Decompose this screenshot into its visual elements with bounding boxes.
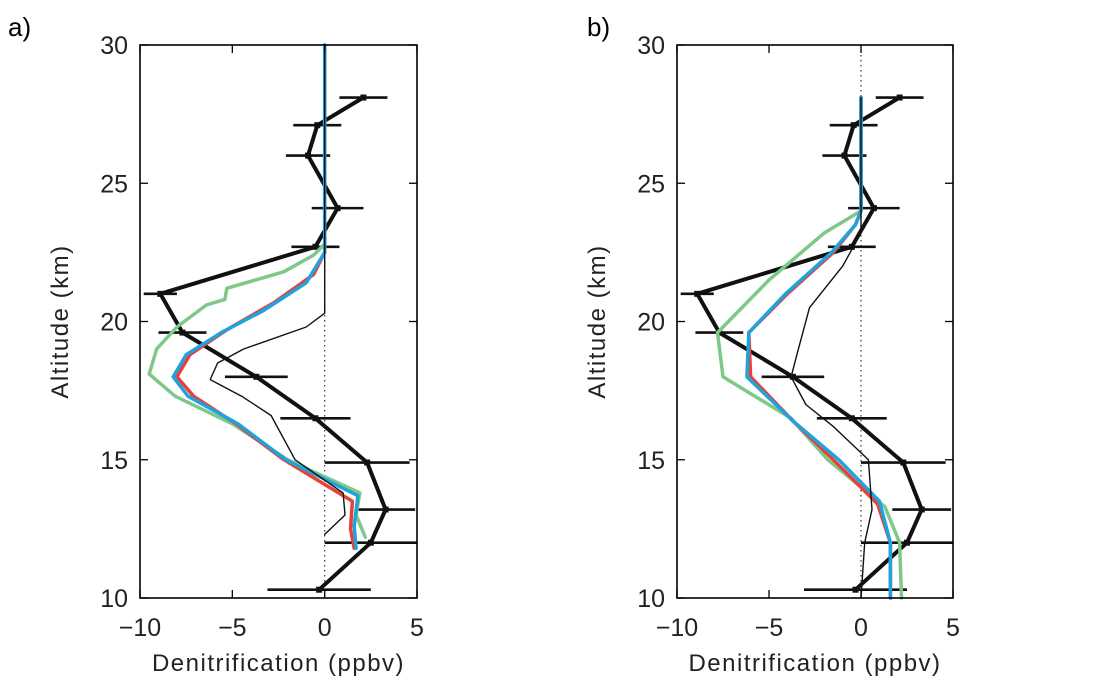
panel-b-x-tick-label: 0 bbox=[854, 614, 868, 642]
panel-a-data-point bbox=[364, 459, 371, 466]
panel-a-label: a) bbox=[8, 12, 32, 42]
panel-a-data-point bbox=[179, 329, 186, 336]
panel-a-data-point bbox=[367, 539, 374, 546]
panel-b-data-point bbox=[918, 506, 925, 513]
panel-b-plot-frame bbox=[676, 44, 954, 599]
panel-b-data-point bbox=[852, 586, 859, 593]
panel-a-data-point bbox=[382, 506, 389, 513]
panel-b-y-axis-title: Altitude (km) bbox=[584, 244, 611, 398]
panel-b-y-tick-label: 10 bbox=[637, 585, 665, 613]
panel-b-label: b) bbox=[587, 12, 611, 42]
panel-a-y-tick-label: 20 bbox=[100, 309, 128, 337]
panel-b-data-point bbox=[841, 152, 848, 159]
panel-b-y-tick-label: 15 bbox=[637, 447, 665, 475]
panel-b-x-axis-title: Denitrification (ppbv) bbox=[688, 650, 941, 677]
panel-a-data-point bbox=[253, 373, 260, 380]
panel-a-x-tick-label: 5 bbox=[410, 614, 424, 642]
panel-a-x-tick-label: 0 bbox=[318, 614, 332, 642]
panel-b-data-point bbox=[694, 290, 701, 297]
panel-a-y-tick-label: 25 bbox=[100, 170, 128, 198]
panel-a-data-point bbox=[157, 290, 164, 297]
panel-a-x-axis-title: Denitrification (ppbv) bbox=[152, 650, 405, 677]
panel-b-data-point bbox=[789, 373, 796, 380]
panel-a-x-tick-label: −5 bbox=[218, 614, 247, 642]
panel-a-y-tick-label: 10 bbox=[100, 585, 128, 613]
panel-b-data-point bbox=[848, 415, 855, 422]
panel-b-x-tick-label: −5 bbox=[755, 614, 784, 642]
panel-b-data-point bbox=[904, 539, 910, 546]
panel-a-data-point bbox=[314, 122, 321, 129]
panel-a-data-point bbox=[305, 152, 312, 159]
panel-b-x-tick-label: 5 bbox=[946, 614, 960, 642]
panel-a-data-point bbox=[334, 205, 341, 212]
panel-a-y-axis-title: Altitude (km) bbox=[47, 244, 74, 398]
panel-b-series-4-line bbox=[790, 96, 873, 599]
panel-a-data-point bbox=[316, 586, 323, 593]
panel-a-data-point bbox=[312, 243, 319, 250]
panel-a-series-4-line bbox=[209, 44, 346, 536]
panel-b-data-point bbox=[896, 94, 903, 101]
panel-b-data-point bbox=[848, 243, 855, 250]
panel-a-y-tick-label: 30 bbox=[100, 32, 128, 60]
panel-a-y-tick-label: 15 bbox=[100, 447, 128, 475]
panel-a-data-point bbox=[312, 415, 319, 422]
panel-a-x-tick-label: −10 bbox=[119, 614, 161, 642]
panel-b-y-tick-label: 20 bbox=[637, 309, 665, 337]
panel-b-data-point bbox=[870, 205, 877, 212]
panel-b-data-point bbox=[900, 459, 907, 466]
panel-b-y-tick-label: 25 bbox=[637, 170, 665, 198]
panel-a-data-point bbox=[360, 94, 367, 101]
panel-b-x-tick-label: −10 bbox=[656, 614, 698, 642]
panel-a-series-3-line bbox=[171, 43, 360, 550]
panel-b-data-point bbox=[850, 122, 857, 129]
panel-b-y-tick-label: 30 bbox=[637, 32, 665, 60]
panel-b-series-3-line bbox=[745, 95, 893, 600]
panel-b-series-1-line bbox=[715, 95, 904, 600]
